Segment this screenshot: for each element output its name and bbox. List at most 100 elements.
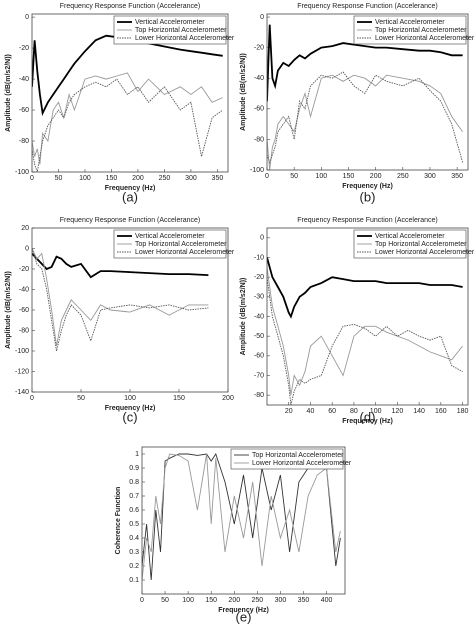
x-tick-label: 0 bbox=[265, 173, 269, 180]
x-tick-label: 350 bbox=[212, 175, 224, 182]
x-tick-label: 200 bbox=[228, 597, 240, 604]
x-tick-label: 140 bbox=[413, 408, 425, 415]
x-tick-label: 0 bbox=[30, 395, 34, 402]
panel-caption: (d) bbox=[360, 409, 376, 424]
chart-title: Frequency Response Function (Accelerance… bbox=[297, 217, 437, 224]
plot-frame bbox=[266, 227, 469, 406]
x-tick-label: 150 bbox=[205, 597, 217, 604]
y-tick-label: 0.6 bbox=[129, 507, 139, 514]
panel: Frequency (Hz)Coherence Function(e)0 50 10… bbox=[115, 446, 352, 624]
legend-label: Lower Horizontal Accelerometer bbox=[135, 35, 235, 42]
y-tick-label: -20 bbox=[254, 44, 264, 51]
x-tick-label: 50 bbox=[55, 175, 63, 182]
x-tick-label: 120 bbox=[392, 408, 404, 415]
x-tick-label: 200 bbox=[370, 173, 382, 180]
panel: Frequency Response Function (Accelerance… bbox=[5, 217, 235, 425]
x-tick-label: 80 bbox=[350, 408, 358, 415]
y-tick-label: -60 bbox=[254, 106, 264, 113]
y-tick-label: -60 bbox=[19, 107, 29, 114]
legend-label: Top Horizontal Accelerometer bbox=[252, 452, 344, 459]
x-tick-label: 100 bbox=[182, 597, 194, 604]
x-tick-label: 200 bbox=[132, 175, 144, 182]
legend-box bbox=[353, 229, 467, 259]
y-tick-label: -30 bbox=[254, 294, 264, 301]
legend-label: Vertical Accelerometer bbox=[375, 19, 445, 26]
series-line bbox=[32, 78, 223, 172]
panel: Frequency Response Function (Accelerance… bbox=[240, 3, 474, 205]
series-line bbox=[267, 74, 463, 170]
x-axis-label: Frequency (Hz) bbox=[218, 607, 269, 614]
series-line bbox=[267, 267, 463, 396]
y-tick-label: -10 bbox=[254, 254, 264, 261]
x-tick-label: 50 bbox=[290, 173, 298, 180]
x-axis-label: Frequency (Hz) bbox=[342, 418, 393, 425]
series-line bbox=[142, 453, 341, 581]
y-axis-label: Amplitude (dB(m/s2/N)) bbox=[5, 54, 12, 132]
legend-label: Vertical Accelerometer bbox=[135, 233, 205, 240]
series-line bbox=[267, 257, 463, 319]
series-line bbox=[142, 452, 341, 581]
y-tick-label: 0 bbox=[25, 14, 29, 21]
x-tick-label: 100 bbox=[370, 408, 382, 415]
x-tick-label: 50 bbox=[77, 395, 85, 402]
y-tick-label: 0 bbox=[260, 14, 264, 21]
panel: Frequency Response Function (Accelerance… bbox=[240, 217, 474, 425]
y-tick-label: 0 bbox=[25, 245, 29, 252]
y-tick-label: -40 bbox=[19, 286, 29, 293]
y-tick-label: 1 bbox=[135, 451, 139, 458]
x-tick-label: 20 bbox=[285, 408, 293, 415]
series-line bbox=[267, 277, 463, 405]
y-tick-label: 0.7 bbox=[129, 493, 139, 500]
series-line bbox=[267, 71, 464, 164]
y-tick-label: -60 bbox=[254, 353, 264, 360]
legend-label: Vertical Accelerometer bbox=[375, 233, 445, 240]
x-tick-label: 40 bbox=[307, 408, 315, 415]
y-tick-label: -40 bbox=[254, 313, 264, 320]
x-tick-label: 150 bbox=[106, 175, 118, 182]
x-tick-label: 300 bbox=[424, 173, 436, 180]
series-line bbox=[32, 34, 223, 117]
legend-label: Top Horizontal Accelerometer bbox=[375, 241, 467, 248]
y-tick-label: 0.5 bbox=[129, 521, 139, 528]
y-tick-label: -100 bbox=[250, 167, 264, 174]
panel-caption: (e) bbox=[236, 609, 252, 624]
panel: Frequency Response Function (Accelerance… bbox=[5, 3, 235, 205]
plot-frame bbox=[31, 13, 229, 173]
x-tick-label: 100 bbox=[124, 395, 136, 402]
x-tick-label: 150 bbox=[343, 173, 355, 180]
legend-label: Lower Horizontal Accelerometer bbox=[252, 460, 352, 467]
x-axis-label: Frequency (Hz) bbox=[342, 183, 393, 190]
series-line bbox=[32, 248, 209, 352]
series-line bbox=[32, 248, 209, 346]
x-tick-label: 150 bbox=[173, 395, 185, 402]
y-tick-label: -100 bbox=[15, 348, 29, 355]
y-tick-label: -120 bbox=[15, 368, 29, 375]
y-tick-label: -80 bbox=[254, 136, 264, 143]
y-tick-label: 0.2 bbox=[129, 563, 139, 570]
y-tick-label: 20 bbox=[21, 225, 29, 232]
y-tick-label: -40 bbox=[254, 75, 264, 82]
y-tick-label: 0.8 bbox=[129, 479, 139, 486]
legend-box bbox=[113, 15, 227, 45]
legend-label: Top Horizontal Accelerometer bbox=[135, 27, 227, 34]
plot-frame bbox=[141, 446, 346, 595]
panel-caption: (c) bbox=[122, 409, 137, 424]
x-tick-label: 160 bbox=[435, 408, 447, 415]
x-tick-label: 60 bbox=[328, 408, 336, 415]
y-axis-label: Amplitude (dB(m/s2/N)) bbox=[240, 53, 247, 131]
y-tick-label: -70 bbox=[254, 372, 264, 379]
y-tick-label: 0.4 bbox=[129, 535, 139, 542]
y-tick-label: -100 bbox=[15, 169, 29, 176]
y-tick-label: 0.3 bbox=[129, 549, 139, 556]
x-tick-label: 200 bbox=[222, 395, 234, 402]
y-tick-label: -40 bbox=[19, 76, 29, 83]
x-tick-label: 250 bbox=[397, 173, 409, 180]
y-axis-label: Coherence Function bbox=[115, 487, 122, 555]
x-tick-label: 300 bbox=[185, 175, 197, 182]
y-tick-label: 0 bbox=[260, 235, 264, 242]
x-tick-label: 250 bbox=[159, 175, 171, 182]
y-tick-label: -80 bbox=[254, 392, 264, 399]
y-axis-label: Amplitude (dB(m/s2/N)) bbox=[240, 278, 247, 356]
legend-label: Vertical Accelerometer bbox=[135, 19, 205, 26]
legend-label: Top Horizontal Accelerometer bbox=[375, 27, 467, 34]
